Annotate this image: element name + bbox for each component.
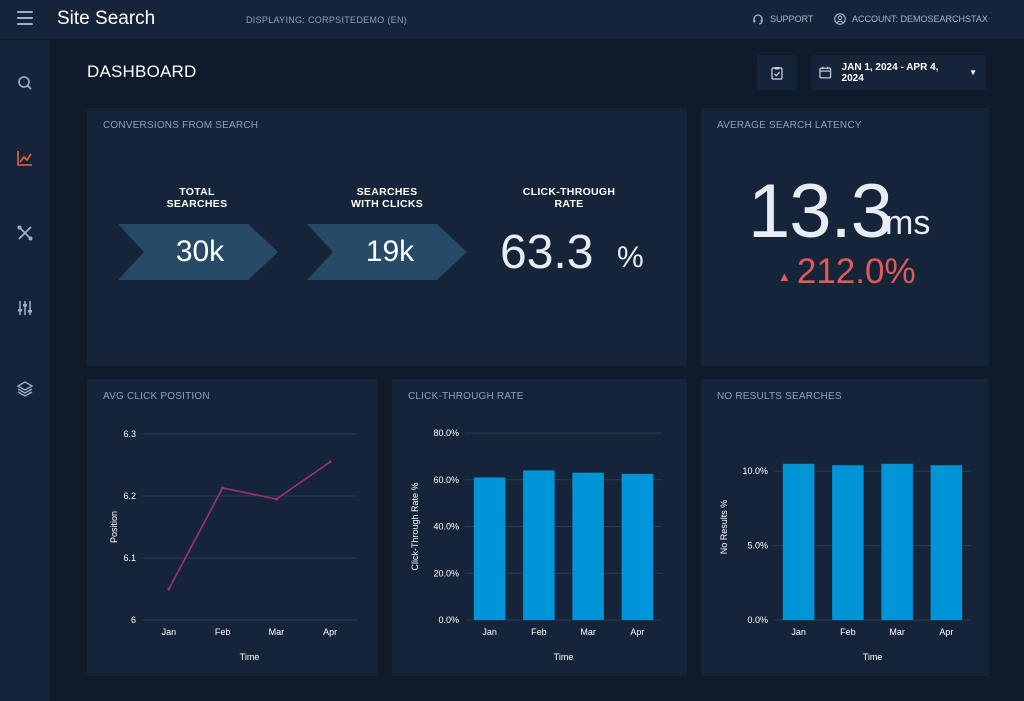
data-point[interactable] bbox=[221, 486, 225, 490]
label-line: SEARCHES bbox=[166, 198, 228, 210]
bar[interactable] bbox=[832, 465, 864, 620]
avg-click-position-card: AVG CLICK POSITION 6 6.1 6.2 6.3 Jan Feb Mar Ap… bbox=[87, 379, 378, 676]
latency-change: ▲ 212.0% bbox=[778, 252, 916, 292]
x-tick-label: Jan bbox=[162, 627, 177, 637]
account-label: ACCOUNT: DEMOSEARCHSTAX bbox=[852, 14, 988, 24]
x-tick-label: Mar bbox=[580, 627, 596, 637]
ctr-label: CLICK-THROUGH RATE bbox=[514, 186, 624, 210]
bar[interactable] bbox=[572, 472, 604, 620]
chevron-shape bbox=[307, 224, 467, 280]
bar[interactable] bbox=[881, 463, 913, 620]
searches-with-clicks-value: 19k bbox=[365, 235, 415, 268]
clipboard-icon bbox=[771, 66, 783, 80]
x-tick-label: Feb bbox=[531, 627, 547, 637]
y-tick-label: 6.2 bbox=[123, 491, 136, 501]
y-tick-label: 60.0% bbox=[433, 475, 459, 485]
bar[interactable] bbox=[473, 477, 506, 620]
x-axis-label: Time bbox=[554, 652, 574, 662]
y-tick-label: 0.0% bbox=[438, 615, 459, 625]
date-range-label: JAN 1, 2024 - APR 4, 2024 bbox=[841, 61, 939, 84]
x-tick-label: Apr bbox=[630, 627, 644, 637]
sidebar bbox=[0, 40, 50, 701]
latency-change-value: 212.0% bbox=[796, 252, 916, 291]
latency-card: AVERAGE SEARCH LATENCY bbox=[701, 108, 989, 366]
date-range-picker[interactable]: JAN 1, 2024 - APR 4, 2024 ▼ bbox=[811, 55, 986, 90]
x-tick-label: Apr bbox=[939, 627, 953, 637]
chevron-shape bbox=[118, 224, 278, 280]
triangle-up-icon: ▲ bbox=[778, 268, 791, 284]
y-tick-label: 6.3 bbox=[123, 429, 136, 439]
x-tick-label: Feb bbox=[840, 627, 856, 637]
y-axis-label: Click-Through Rate % bbox=[410, 482, 420, 570]
label-line: SEARCHES bbox=[356, 186, 418, 198]
card-title: CLICK-THROUGH RATE bbox=[408, 391, 524, 402]
bar[interactable] bbox=[930, 465, 963, 620]
y-tick-label: 6 bbox=[131, 615, 136, 625]
page-title: DASHBOARD bbox=[87, 62, 197, 81]
x-tick-label: Jan bbox=[482, 627, 497, 637]
card-title: AVG CLICK POSITION bbox=[103, 391, 210, 402]
data-point[interactable] bbox=[328, 460, 332, 464]
headset-icon bbox=[753, 14, 763, 25]
x-tick-label: Mar bbox=[269, 627, 285, 637]
label-line: RATE bbox=[554, 198, 584, 210]
app-title: Site Search bbox=[57, 8, 156, 29]
total-searches-label: TOTAL SEARCHES bbox=[149, 186, 245, 210]
conversions-card: CONVERSIONS FROM SEARCH TOTAL SEARCHES 3… bbox=[87, 108, 687, 366]
x-tick-label: Feb bbox=[215, 627, 231, 637]
y-axis-label: Position bbox=[109, 511, 119, 543]
latency-value: 13.3 bbox=[748, 169, 893, 254]
data-point[interactable] bbox=[274, 497, 278, 501]
account-menu[interactable]: ACCOUNT: DEMOSEARCHSTAX bbox=[834, 13, 988, 25]
user-icon bbox=[834, 13, 846, 25]
label-line: CLICK-THROUGH bbox=[522, 186, 616, 198]
support-label: SUPPORT bbox=[770, 14, 814, 24]
x-tick-label: Apr bbox=[323, 627, 337, 637]
line-chart: 6 6.1 6.2 6.3 Jan Feb Mar Apr Time Position bbox=[109, 429, 357, 662]
y-tick-label: 80.0% bbox=[433, 428, 459, 438]
displaying-label: DISPLAYING: CORPSITEDEMO (EN) bbox=[246, 15, 408, 25]
bar-chart: 0.0% 20.0% 40.0% 60.0% 80.0% Jan Feb Mar Apr Time… bbox=[410, 428, 662, 662]
ctr-unit: % bbox=[617, 241, 644, 274]
bar-chart: 0.0% 5.0% 10.0% Jan Feb Mar Apr Time No Results … bbox=[719, 463, 971, 662]
y-tick-label: 6.1 bbox=[123, 553, 136, 563]
x-axis-label: Time bbox=[863, 652, 883, 662]
series-line bbox=[168, 461, 331, 590]
bar[interactable] bbox=[523, 470, 555, 620]
data-point[interactable] bbox=[167, 587, 171, 591]
label-line: TOTAL bbox=[179, 186, 215, 198]
card-title: CONVERSIONS FROM SEARCH bbox=[103, 120, 259, 131]
y-axis-label: No Results % bbox=[719, 500, 729, 555]
x-axis-label: Time bbox=[240, 652, 260, 662]
searches-with-clicks-label: SEARCHES WITH CLICKS bbox=[337, 186, 437, 210]
ctr-value: 63.3 bbox=[500, 226, 594, 279]
layers-icon[interactable] bbox=[15, 379, 35, 399]
bar[interactable] bbox=[621, 473, 654, 620]
menu-icon[interactable] bbox=[17, 11, 33, 25]
label-line: WITH CLICKS bbox=[350, 198, 424, 210]
search-icon[interactable] bbox=[15, 73, 35, 93]
support-link[interactable]: SUPPORT bbox=[752, 13, 813, 25]
x-tick-label: Mar bbox=[889, 627, 905, 637]
y-tick-label: 0.0% bbox=[747, 615, 768, 625]
export-button[interactable] bbox=[757, 55, 797, 90]
card-title: AVERAGE SEARCH LATENCY bbox=[717, 120, 862, 131]
y-tick-label: 40.0% bbox=[433, 522, 459, 532]
x-tick-label: Jan bbox=[791, 627, 806, 637]
bar[interactable] bbox=[782, 463, 815, 620]
tools-icon[interactable] bbox=[15, 223, 35, 243]
caret-down-icon: ▼ bbox=[969, 68, 977, 77]
y-tick-label: 20.0% bbox=[433, 568, 459, 578]
no-results-card: NO RESULTS SEARCHES 0.0% 5.0% 10.0% Jan Feb M… bbox=[701, 379, 989, 676]
calendar-icon bbox=[819, 66, 832, 79]
sliders-icon[interactable] bbox=[15, 298, 35, 318]
top-bar: Site Search DISPLAYING: CORPSITEDEMO (EN… bbox=[0, 0, 1024, 40]
click-through-rate-card: CLICK-THROUGH RATE 0.0% 20.0% 40.0% 60.0% 80… bbox=[392, 379, 687, 676]
latency-unit: ms bbox=[885, 204, 931, 242]
card-title: NO RESULTS SEARCHES bbox=[717, 391, 842, 402]
analytics-chart-icon[interactable] bbox=[15, 148, 35, 168]
y-tick-label: 5.0% bbox=[747, 541, 768, 551]
y-tick-label: 10.0% bbox=[742, 466, 768, 476]
total-searches-value: 30k bbox=[175, 235, 225, 268]
